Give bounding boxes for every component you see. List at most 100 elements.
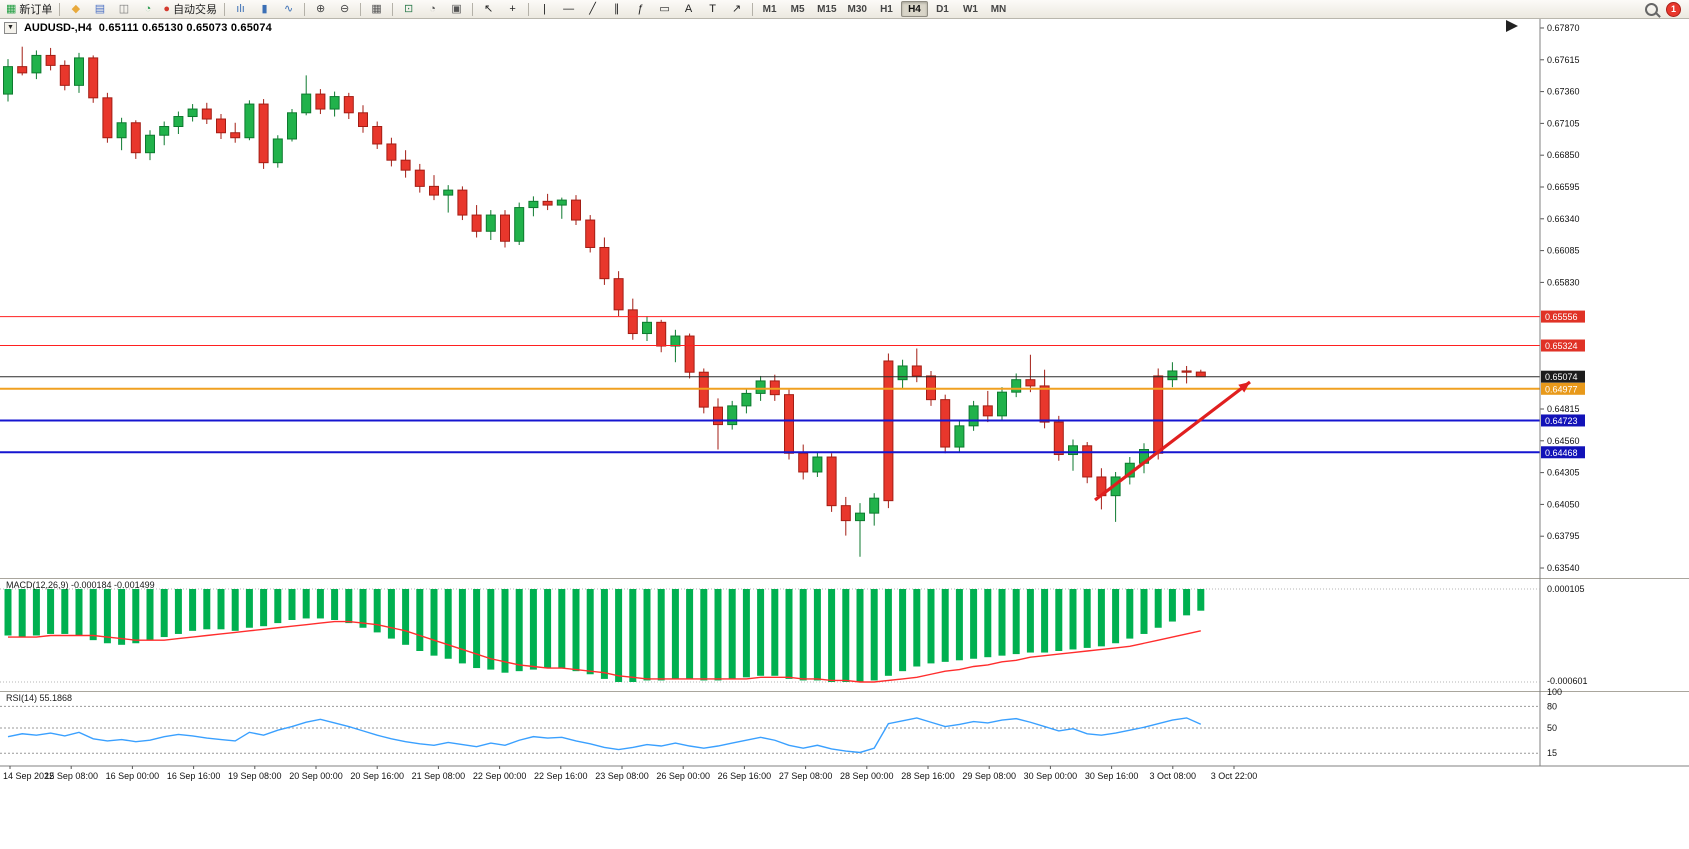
data-window-button[interactable]: ◫ bbox=[112, 1, 135, 18]
toolbar-separator bbox=[392, 2, 394, 16]
svg-text:0.67105: 0.67105 bbox=[1547, 118, 1580, 128]
cursor-tool-button[interactable]: ↖ bbox=[477, 1, 500, 18]
channel-icon: ∥ bbox=[613, 2, 620, 15]
timeframe-m30-button[interactable]: M30 bbox=[847, 3, 867, 15]
timeframe-w1-button[interactable]: W1 bbox=[962, 3, 978, 15]
timeframe-mn-button[interactable]: MN bbox=[990, 3, 1007, 15]
svg-text:0.65324: 0.65324 bbox=[1545, 341, 1578, 351]
search-icon[interactable] bbox=[1645, 2, 1658, 16]
text-tool-button[interactable]: A bbox=[677, 1, 700, 18]
split-window-icon: ◫ bbox=[118, 2, 130, 15]
hline-0.65556[interactable]: 0.65556 bbox=[0, 310, 1585, 323]
label-icon: T bbox=[709, 2, 716, 15]
svg-text:28 Sep 16:00: 28 Sep 16:00 bbox=[901, 771, 955, 781]
toolbar-separator bbox=[224, 2, 226, 16]
candlestick-type-button[interactable]: ▮ bbox=[253, 1, 276, 18]
zoom-out-icon: ⊖ bbox=[339, 2, 350, 15]
panel-icon: ▤ bbox=[94, 2, 106, 15]
text-label-tool-button[interactable]: T bbox=[701, 1, 724, 18]
zoom-in-icon: ⊕ bbox=[315, 2, 326, 15]
candle-icon: ▮ bbox=[261, 2, 268, 15]
svg-text:100: 100 bbox=[1547, 687, 1562, 697]
svg-text:29 Sep 08:00: 29 Sep 08:00 bbox=[962, 771, 1016, 781]
indicators-button[interactable]: ⊡ bbox=[397, 1, 420, 18]
diamond-icon: ◆ bbox=[71, 2, 81, 15]
svg-text:-0.000601: -0.000601 bbox=[1547, 676, 1588, 686]
period-button[interactable]: ◔ bbox=[421, 1, 444, 18]
bar-chart-type-button[interactable]: ılı bbox=[229, 1, 252, 18]
toolbar-separator bbox=[304, 2, 306, 16]
trend-arrow-annotation[interactable] bbox=[1094, 380, 1251, 502]
hline-0.64977[interactable]: 0.64977 bbox=[0, 382, 1585, 395]
svg-text:0.63795: 0.63795 bbox=[1547, 531, 1580, 541]
timeframe-m1-button[interactable]: M1 bbox=[762, 3, 777, 15]
timeframe-d1-button[interactable]: D1 bbox=[936, 3, 949, 15]
zoom-out-button[interactable]: ⊖ bbox=[333, 1, 356, 18]
timeframe-h4-button[interactable]: H4 bbox=[900, 1, 928, 17]
svg-text:22 Sep 00:00: 22 Sep 00:00 bbox=[473, 771, 527, 781]
arrows-tool-button[interactable]: ↗ bbox=[725, 1, 748, 18]
new-order-button[interactable]: ▦ 新订单 bbox=[3, 1, 55, 18]
timeframe-m15-button[interactable]: M15 bbox=[817, 3, 837, 15]
trendline-tool-button[interactable]: ╱ bbox=[581, 1, 604, 18]
macd-panel: 0.000105 -0.000601 bbox=[0, 584, 1588, 686]
timeframe-m5-button[interactable]: M5 bbox=[790, 3, 805, 15]
shapes-tool-button[interactable]: ▭ bbox=[653, 1, 676, 18]
svg-text:0.64050: 0.64050 bbox=[1547, 499, 1580, 509]
toolbar-separator bbox=[472, 2, 474, 16]
svg-text:16 Sep 16:00: 16 Sep 16:00 bbox=[167, 771, 221, 781]
market-watch-button[interactable]: ▤ bbox=[88, 1, 111, 18]
svg-text:0.65074: 0.65074 bbox=[1545, 372, 1578, 382]
toolbar-separator bbox=[59, 2, 61, 16]
notification-badge[interactable]: 1 bbox=[1666, 1, 1681, 17]
svg-text:26 Sep 16:00: 26 Sep 16:00 bbox=[718, 771, 772, 781]
timeframe-h1-button[interactable]: H1 bbox=[880, 3, 893, 15]
vertical-line-tool-button[interactable]: | bbox=[533, 1, 556, 18]
svg-text:16 Sep 00:00: 16 Sep 00:00 bbox=[106, 771, 160, 781]
favorites-button[interactable]: ◆ bbox=[64, 1, 87, 18]
chart-symbol-period: AUDUSD-,H4 bbox=[23, 22, 92, 34]
svg-text:0.65830: 0.65830 bbox=[1547, 277, 1580, 287]
circle-quadrant-icon: ◔ bbox=[144, 2, 152, 15]
tile-icon: ▦ bbox=[371, 2, 382, 15]
line-chart-type-button[interactable]: ∿ bbox=[277, 1, 300, 18]
templates-button[interactable]: ▣ bbox=[445, 1, 468, 18]
chart-title: ▼ AUDUSD-,H4 0.65111 0.65130 0.65073 0.6… bbox=[4, 22, 272, 34]
hline-0.65074[interactable]: 0.65074 bbox=[0, 370, 1585, 383]
trendline-icon: ╱ bbox=[589, 2, 596, 15]
svg-text:15 Sep 08:00: 15 Sep 08:00 bbox=[44, 771, 98, 781]
svg-text:3 Oct 22:00: 3 Oct 22:00 bbox=[1211, 771, 1258, 781]
autotrading-button[interactable]: ● 自动交易 bbox=[160, 1, 220, 18]
svg-text:0.64723: 0.64723 bbox=[1545, 416, 1578, 426]
fibonacci-tool-button[interactable]: ƒ bbox=[629, 1, 652, 18]
template-icon: ▣ bbox=[451, 2, 462, 15]
svg-text:0.66850: 0.66850 bbox=[1547, 150, 1580, 160]
horizontal-line-tool-button[interactable]: — bbox=[557, 1, 580, 18]
zoom-in-button[interactable]: ⊕ bbox=[309, 1, 332, 18]
symbol-dropdown-icon[interactable]: ▼ bbox=[4, 22, 17, 34]
svg-text:80: 80 bbox=[1547, 701, 1557, 711]
channel-tool-button[interactable]: ∥ bbox=[605, 1, 628, 18]
autotrading-button-label: 自动交易 bbox=[173, 4, 218, 16]
svg-text:0.63540: 0.63540 bbox=[1547, 563, 1580, 573]
svg-text:3 Oct 08:00: 3 Oct 08:00 bbox=[1150, 771, 1197, 781]
svg-text:20 Sep 00:00: 20 Sep 00:00 bbox=[289, 771, 343, 781]
price-axis: 0.67870 0.67615 0.67360 0.67105 0.66850 0.665… bbox=[1539, 18, 1580, 766]
svg-text:0.64305: 0.64305 bbox=[1547, 468, 1580, 478]
svg-text:22 Sep 16:00: 22 Sep 16:00 bbox=[534, 771, 588, 781]
navigator-button[interactable]: ◔ bbox=[136, 1, 159, 18]
tile-windows-button[interactable]: ▦ bbox=[365, 1, 388, 18]
hline-0.64468[interactable]: 0.64468 bbox=[0, 446, 1585, 459]
hline-0.64723[interactable]: 0.64723 bbox=[0, 414, 1585, 427]
scroll-to-end-marker[interactable] bbox=[1506, 20, 1518, 32]
toolbar-buttons: ▦ 新订单 ◆ ▤ ◫ ◔ ● 自动交易 ılı ▮ ∿ ⊕ ⊖ ▦ ⊡ ◔ ▣ ↖ + | — ╱ ∥ ƒ ▭ A T ↗ bbox=[3, 1, 756, 18]
vertical-line-icon: | bbox=[543, 2, 546, 15]
autotrading-icon: ● bbox=[163, 2, 171, 15]
rsi-panel: 100 80 50 15 bbox=[0, 687, 1562, 758]
shapes-icon: ▭ bbox=[659, 2, 670, 15]
crosshair-tool-button[interactable]: + bbox=[501, 1, 524, 18]
svg-text:27 Sep 08:00: 27 Sep 08:00 bbox=[779, 771, 833, 781]
svg-text:0.66085: 0.66085 bbox=[1547, 246, 1580, 256]
hline-0.65324[interactable]: 0.65324 bbox=[0, 339, 1585, 352]
